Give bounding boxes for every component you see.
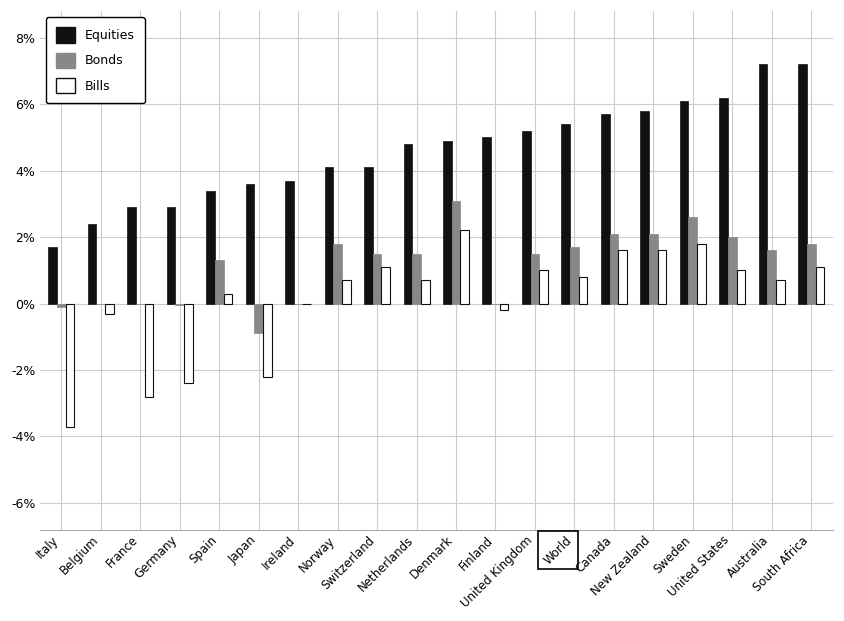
- Bar: [579, 277, 587, 304]
- Bar: [421, 280, 430, 304]
- Bar: [539, 270, 548, 304]
- Bar: [689, 217, 697, 304]
- Bar: [176, 304, 184, 305]
- Bar: [381, 267, 390, 304]
- Bar: [460, 230, 469, 304]
- Bar: [285, 181, 294, 304]
- Legend: Equities, Bonds, Bills: Equities, Bonds, Bills: [46, 17, 144, 103]
- Bar: [206, 191, 215, 304]
- Bar: [48, 247, 57, 304]
- Bar: [342, 280, 350, 304]
- Bar: [561, 124, 570, 304]
- Bar: [443, 141, 452, 304]
- Bar: [403, 144, 412, 304]
- Bar: [66, 304, 74, 427]
- Bar: [500, 304, 508, 310]
- Bar: [609, 233, 618, 304]
- Bar: [618, 250, 627, 304]
- Bar: [88, 224, 96, 304]
- Bar: [325, 167, 333, 304]
- Bar: [776, 280, 785, 304]
- Bar: [412, 254, 421, 304]
- Bar: [373, 254, 381, 304]
- Bar: [737, 270, 745, 304]
- Bar: [679, 101, 689, 304]
- Bar: [719, 97, 728, 304]
- Bar: [452, 201, 460, 304]
- Bar: [215, 260, 224, 304]
- Bar: [728, 237, 737, 304]
- Bar: [483, 137, 491, 304]
- Bar: [767, 250, 776, 304]
- Bar: [649, 233, 657, 304]
- Bar: [759, 65, 767, 304]
- Bar: [798, 65, 807, 304]
- Bar: [127, 207, 136, 304]
- Bar: [246, 184, 254, 304]
- Bar: [224, 294, 232, 304]
- Bar: [184, 304, 192, 383]
- Bar: [641, 111, 649, 304]
- Bar: [263, 304, 272, 377]
- Bar: [106, 304, 114, 314]
- Bar: [364, 167, 373, 304]
- Bar: [531, 254, 539, 304]
- Bar: [807, 243, 815, 304]
- Bar: [333, 243, 342, 304]
- Bar: [57, 304, 66, 307]
- Bar: [601, 114, 609, 304]
- Bar: [657, 250, 667, 304]
- Bar: [522, 131, 531, 304]
- Bar: [697, 243, 706, 304]
- Bar: [167, 207, 176, 304]
- Bar: [570, 247, 579, 304]
- Bar: [254, 304, 263, 333]
- Bar: [144, 304, 154, 397]
- Bar: [815, 267, 825, 304]
